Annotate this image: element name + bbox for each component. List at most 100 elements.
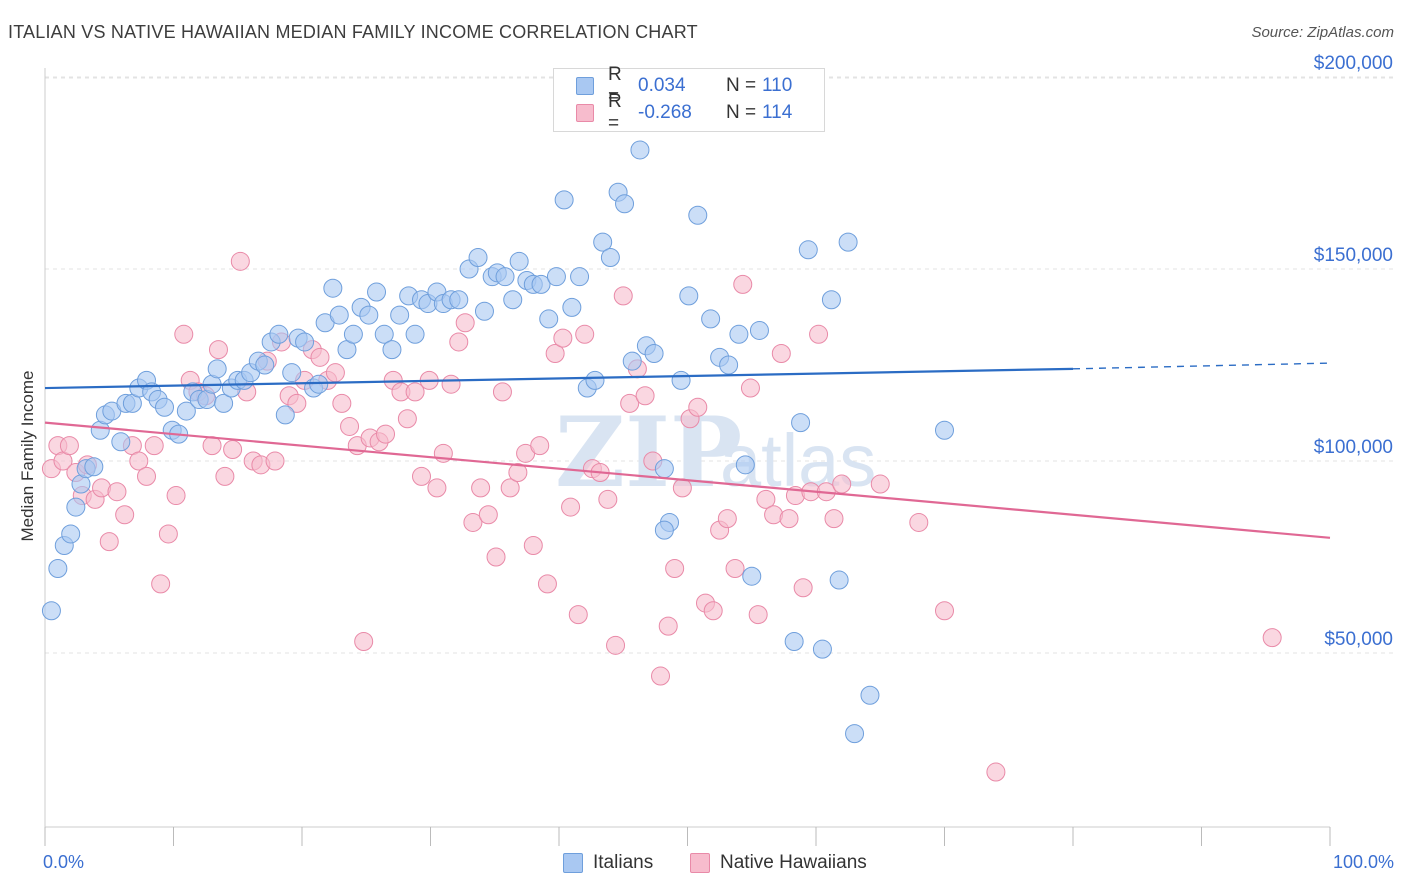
data-point (749, 320, 769, 340)
data-point (397, 409, 417, 429)
data-point (570, 267, 590, 287)
data-point (935, 420, 954, 440)
legend-swatch-italians (563, 853, 583, 873)
data-point (561, 497, 581, 517)
data-point (340, 416, 360, 436)
data-point (537, 574, 557, 594)
x-axis (44, 68, 1331, 846)
data-point (503, 290, 523, 310)
data-point (492, 382, 512, 402)
data-point (275, 405, 295, 425)
data-point (671, 370, 691, 390)
data-point (323, 278, 343, 298)
data-point (354, 631, 374, 651)
chart-title: ITALIAN VS NATIVE HAWAIIAN MEDIAN FAMILY… (8, 22, 698, 42)
legend-r-value: -0.268 (638, 102, 692, 123)
data-point (651, 666, 671, 686)
series-italians (41, 140, 954, 744)
stats-legend: R = 0.034 N = 110 R = -0.268 N = 114 (553, 64, 825, 134)
data-point (207, 359, 227, 379)
data-point (1262, 628, 1282, 648)
data-point (158, 524, 178, 544)
data-point (427, 478, 447, 498)
data-point (471, 478, 491, 498)
data-point (725, 559, 745, 579)
data-point (41, 601, 61, 621)
data-point (622, 351, 642, 371)
legend-r-label: R = (608, 64, 622, 107)
data-point (793, 578, 813, 598)
trend-line-italians-extension (1072, 362, 1331, 370)
data-point (214, 393, 234, 413)
data-point (553, 328, 573, 348)
data-point (644, 343, 664, 363)
y-tick-label: $100,000 (1314, 437, 1393, 458)
data-point (585, 370, 605, 390)
data-point (784, 631, 804, 651)
data-point (658, 616, 678, 636)
data-point (545, 343, 565, 363)
trend-line-italians (44, 367, 1074, 390)
legend-label-native-hawaiians: Native Hawaiians (720, 852, 867, 873)
data-point (129, 451, 149, 471)
data-point (405, 382, 425, 402)
data-point (325, 363, 345, 383)
x-axis-max-label: 100.0% (1332, 852, 1394, 872)
data-point (935, 601, 954, 621)
data-point (359, 305, 379, 325)
data-point (729, 324, 749, 344)
data-point (455, 313, 475, 333)
data-point (779, 509, 799, 529)
data-point (441, 374, 461, 394)
data-point (329, 305, 349, 325)
data-point (468, 247, 488, 267)
data-point (530, 436, 550, 456)
data-point (265, 451, 285, 471)
y-tick-label: $150,000 (1314, 245, 1393, 266)
data-point (742, 566, 762, 586)
data-point (860, 685, 880, 705)
data-point (202, 436, 222, 456)
data-point (703, 601, 723, 621)
legend-label-italians: Italians (593, 852, 654, 873)
data-point (509, 251, 529, 271)
legend-swatch-italians (576, 77, 594, 95)
data-point (99, 532, 119, 552)
data-point (107, 482, 127, 502)
data-point (374, 324, 394, 344)
data-point (115, 505, 135, 525)
legend-swatch-native-hawaiians (576, 104, 594, 122)
data-point (174, 324, 194, 344)
chart-source: Source: ZipAtlas.com (1251, 24, 1394, 41)
data-point (486, 547, 506, 567)
data-point (679, 286, 699, 306)
data-point (405, 324, 425, 344)
data-point (474, 301, 494, 321)
legend-row-native-hawaiians: R = -0.268 N = 114 (576, 91, 792, 134)
data-point (838, 232, 858, 252)
data-point (295, 332, 315, 352)
data-point (575, 324, 595, 344)
legend-item-native-hawaiians: Native Hawaiians (690, 852, 867, 874)
data-point (223, 439, 243, 459)
data-point (635, 386, 655, 406)
data-point (654, 520, 674, 540)
data-point (748, 605, 768, 625)
data-point (909, 512, 929, 532)
legend-item-italians: Italians (563, 852, 653, 874)
data-point (137, 466, 157, 486)
data-point (531, 274, 551, 294)
data-point (654, 459, 674, 479)
data-point (310, 347, 330, 367)
data-point (821, 290, 841, 310)
data-point (343, 324, 363, 344)
data-point (287, 393, 307, 413)
data-point (832, 474, 852, 494)
data-point (733, 274, 753, 294)
data-point (230, 251, 250, 271)
data-point (812, 639, 832, 659)
data-point (986, 762, 1006, 782)
data-point (166, 486, 186, 506)
data-point (791, 413, 811, 433)
data-point (111, 432, 131, 452)
